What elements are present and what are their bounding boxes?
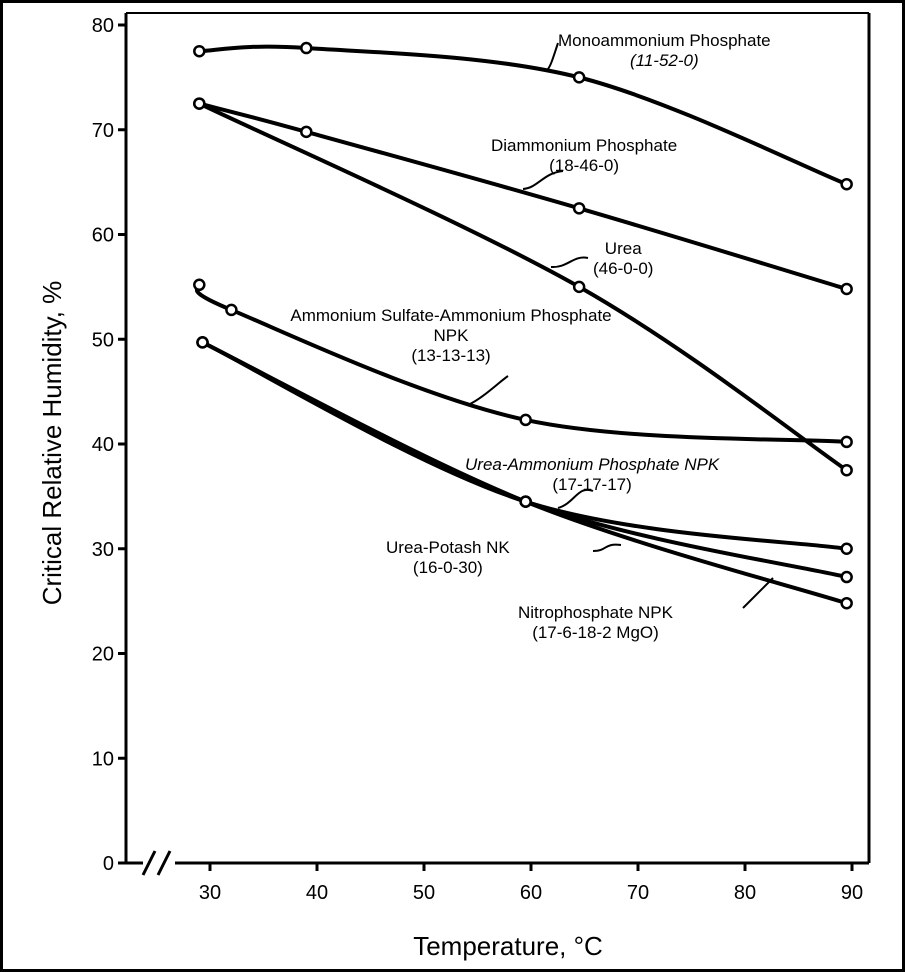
label-urea: Urea (46-0-0)	[593, 239, 654, 278]
y-tick-label: 0	[103, 853, 114, 875]
y-tick-label: 70	[92, 120, 114, 142]
axis-break-icon	[141, 850, 172, 876]
data-point-0	[840, 177, 853, 191]
y-axis-title: Critical Relative Humidity, %	[37, 281, 67, 606]
data-point-2	[572, 280, 586, 294]
x-tick-label: 60	[520, 882, 542, 904]
series-line-4	[201, 340, 847, 551]
x-tick-label: 90	[841, 882, 863, 904]
arrow-nitrophosphate	[742, 577, 774, 609]
y-tick-label: 30	[92, 539, 114, 561]
x-tick-label: 40	[306, 882, 328, 904]
data-point-2	[840, 463, 853, 477]
arrow-diammonium	[522, 170, 564, 190]
data-point-6	[196, 336, 209, 349]
data-point-0	[300, 41, 313, 55]
arrow-urea	[550, 256, 589, 269]
data-point-6	[840, 570, 853, 584]
arrow-monoammonium	[547, 42, 559, 70]
label-monoammonium: Monoammonium Phosphate (11-52-0)	[558, 31, 771, 70]
x-tick-label: 80	[734, 882, 756, 904]
label-diammonium: Diammonium Phosphate (18-46-0)	[491, 136, 678, 175]
label-urea-potash: Urea-Potash NK (16-0-30)	[386, 538, 510, 577]
series-line-1	[198, 101, 848, 291]
arrow-ammonium-sulfate	[467, 375, 509, 406]
y-tick-label: 50	[92, 329, 114, 351]
data-point-5	[840, 596, 853, 610]
data-point-6	[519, 495, 532, 508]
data-point-1	[572, 202, 586, 215]
data-point-3	[193, 278, 206, 292]
data-point-2	[193, 97, 206, 110]
y-tick-label: 20	[92, 644, 114, 666]
label-nitrophosphate: Nitrophosphate NPK (17-6-18-2 MgO)	[518, 603, 673, 642]
y-tick-label: 40	[92, 434, 114, 456]
x-tick-label: 70	[627, 882, 649, 904]
x-tick-label: 30	[199, 882, 221, 904]
y-tick-label: 60	[92, 225, 114, 247]
data-point-3	[225, 303, 238, 317]
data-point-0	[193, 44, 206, 58]
label-urea-ammonium-phosphate: Urea-Ammonium Phosphate NPK (17-17-17)	[465, 455, 720, 494]
y-tick-label: 10	[92, 748, 114, 770]
series-line-3	[194, 283, 847, 444]
data-point-3	[840, 435, 853, 449]
label-ammonium-sulfate-npk: Ammonium Sulfate-Ammonium Phosphate NPK(…	[290, 306, 612, 365]
plot-area: 0 10 20 30 40 50 60 70 80 30 40 50 60 70 80 90 Temperatu…	[37, 12, 871, 961]
data-point-3	[519, 413, 532, 427]
series-line-0	[199, 44, 848, 187]
data-point-1	[840, 282, 853, 296]
data-point-4	[840, 542, 853, 555]
arrow-urea-potash	[592, 543, 622, 552]
x-tick-label: 50	[413, 882, 435, 904]
arrow-urea-ammonium	[557, 488, 594, 509]
y-tick-label: 80	[92, 15, 114, 37]
x-axis-title: Temperature, °C	[413, 931, 603, 961]
data-point-0	[572, 71, 586, 84]
data-point-1	[300, 125, 313, 139]
